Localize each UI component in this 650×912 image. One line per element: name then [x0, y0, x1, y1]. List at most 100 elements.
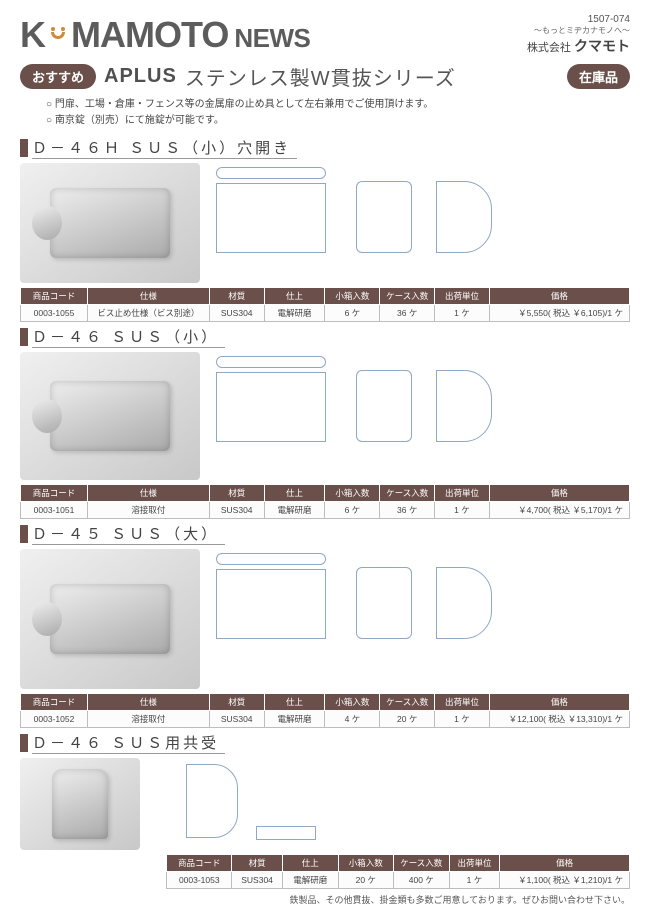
spec-header-cell: 小箱入数 [325, 288, 380, 305]
spec-header-cell: 仕上 [283, 855, 339, 872]
spec-cell: 0003-1055 [21, 305, 88, 322]
spec-cell: 1 ケ [435, 711, 490, 728]
product-photo [20, 549, 200, 689]
company: 株式会社 クマモト [527, 36, 630, 56]
section-body [20, 352, 630, 480]
spec-header-cell: 小箱入数 [325, 485, 380, 502]
badge-recommend: おすすめ [20, 64, 96, 89]
spec-table: 商品コード材質仕上小箱入数ケース入数出荷単位価格0003-1053SUS304電… [166, 854, 630, 889]
latch-icon [50, 188, 170, 258]
spec-cell: ￥12,100( 税込 ￥13,310)/1 ケ [489, 711, 629, 728]
spec-cell: 6 ケ [325, 502, 380, 519]
drawing-top-icon [256, 826, 316, 840]
latch-icon [50, 381, 170, 451]
title-row: おすすめ APLUS ステンレス製W貫抜シリーズ 在庫品 [20, 62, 630, 91]
section-body [20, 758, 630, 850]
drawing-top-icon [216, 553, 326, 565]
spec-cell: 1 ケ [435, 305, 490, 322]
spec-header-cell: 商品コード [21, 288, 88, 305]
spec-header-cell: 小箱入数 [338, 855, 394, 872]
company-name: クマモト [574, 38, 630, 54]
drawing-front-icon [216, 372, 326, 442]
drawing-side-icon [356, 181, 412, 253]
spec-cell: 20 ケ [338, 872, 394, 889]
bullet-item: 門扉、工場・倉庫・フェンス等の金属扉の止め具として左右兼用でご使用頂けます。 [46, 97, 630, 113]
logo-smiley-icon [47, 19, 69, 47]
spec-cell: 6 ケ [325, 305, 380, 322]
spec-header-cell: ケース入数 [380, 694, 435, 711]
spec-cell: 0003-1051 [21, 502, 88, 519]
feature-bullets: 門扉、工場・倉庫・フェンス等の金属扉の止め具として左右兼用でご使用頂けます。 南… [46, 97, 630, 129]
spec-cell: ￥1,100( 税込 ￥1,210)/1 ケ [500, 872, 630, 889]
spec-header-cell: 出荷単位 [449, 855, 500, 872]
spec-header-cell: ケース入数 [394, 855, 450, 872]
spec-cell: 36 ケ [380, 502, 435, 519]
product-section: Ｄ－４６ ＳＵＳ（小） 商品コード仕様材質仕上小箱入数ケース入数出荷単位価格00… [20, 326, 630, 519]
spec-header-cell: ケース入数 [380, 485, 435, 502]
section-accent-bar [20, 139, 28, 157]
bullet-item: 南京錠（別売）にて施錠が可能です。 [46, 113, 630, 129]
section-title: Ｄ－４６ ＳＵＳ用共受 [32, 732, 225, 754]
spec-cell: 0003-1052 [21, 711, 88, 728]
spec-cell: ビス止め仕様（ビス別途） [87, 305, 209, 322]
drawing-receiver-icon [186, 764, 238, 838]
spec-cell: 1 ケ [449, 872, 500, 889]
drawing-receiver-icon [436, 181, 492, 253]
drawing-top-icon [216, 356, 326, 368]
spec-header-cell: 仕様 [87, 694, 209, 711]
spec-cell: 電解研磨 [264, 711, 325, 728]
header: K MAMOTO NEWS 1507-074 ～もっとミヂカナモノへ～ 株式会社… [20, 14, 630, 56]
section-title: Ｄ－４５ ＳＵＳ（大） [32, 523, 225, 545]
spec-cell: SUS304 [209, 305, 264, 322]
section-accent-bar [20, 525, 28, 543]
spec-cell: 1 ケ [435, 502, 490, 519]
technical-drawings [206, 549, 630, 689]
tagline: ～もっとミヂカナモノへ～ [527, 25, 630, 36]
spec-cell: 電解研磨 [283, 872, 339, 889]
spec-table: 商品コード仕様材質仕上小箱入数ケース入数出荷単位価格0003-1051溶接取付S… [20, 484, 630, 519]
technical-drawings [146, 758, 630, 850]
spec-header-cell: 材質 [232, 855, 283, 872]
section-body [20, 549, 630, 689]
latch-icon [50, 584, 170, 654]
product-photo [20, 352, 200, 480]
spec-cell: 0003-1053 [167, 872, 232, 889]
spec-cell: 36 ケ [380, 305, 435, 322]
spec-header-cell: 商品コード [21, 694, 88, 711]
spec-cell: ￥4,700( 税込 ￥5,170)/1 ケ [489, 502, 629, 519]
spec-cell: 4 ケ [325, 711, 380, 728]
series-title: ステンレス製W貫抜シリーズ [185, 62, 456, 91]
spec-header-cell: 価格 [489, 694, 629, 711]
spec-header-cell: 出荷単位 [435, 288, 490, 305]
spec-header-cell: 材質 [209, 694, 264, 711]
product-photo [20, 163, 200, 283]
spec-table: 商品コード仕様材質仕上小箱入数ケース入数出荷単位価格0003-1055ビス止め仕… [20, 287, 630, 322]
section-body [20, 163, 630, 283]
spec-cell: 電解研磨 [264, 502, 325, 519]
spec-header-cell: 出荷単位 [435, 694, 490, 711]
spec-header-cell: 出荷単位 [435, 485, 490, 502]
drawing-side-icon [356, 370, 412, 442]
product-section: Ｄ－４５ ＳＵＳ（大） 商品コード仕様材質仕上小箱入数ケース入数出荷単位価格00… [20, 523, 630, 728]
spec-header-cell: 価格 [489, 485, 629, 502]
spec-header-cell: 価格 [500, 855, 630, 872]
spec-header-cell: 材質 [209, 288, 264, 305]
spec-header-cell: ケース入数 [380, 288, 435, 305]
technical-drawings [206, 163, 630, 283]
spec-cell: 400 ケ [394, 872, 450, 889]
spec-cell: 溶接取付 [87, 502, 209, 519]
product-section: Ｄ－４６ ＳＵＳ用共受 商品コード材質仕上小箱入数ケース入数出荷単位価格0003… [20, 732, 630, 889]
logo-news: NEWS [234, 23, 310, 54]
spec-cell: ￥5,550( 税込 ￥6,105)/1 ケ [489, 305, 629, 322]
section-accent-bar [20, 734, 28, 752]
spec-cell: 電解研磨 [264, 305, 325, 322]
spec-header-cell: 商品コード [21, 485, 88, 502]
brand-aplus: APLUS [104, 65, 177, 88]
logo: K MAMOTO NEWS [20, 14, 310, 56]
latch-icon [52, 769, 108, 839]
spec-header-cell: 仕上 [264, 485, 325, 502]
spec-header-cell: 小箱入数 [325, 694, 380, 711]
spec-cell: 20 ケ [380, 711, 435, 728]
section-accent-bar [20, 328, 28, 346]
section-title: Ｄ－４６Ｈ ＳＵＳ（小）穴開き [32, 137, 297, 159]
